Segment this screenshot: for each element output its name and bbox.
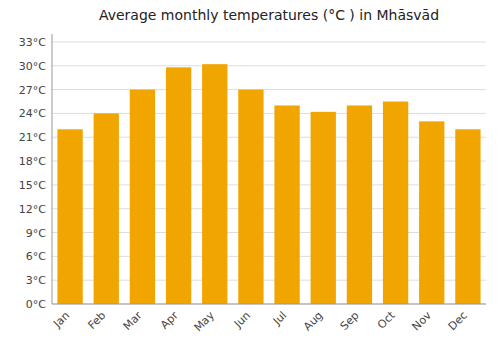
- y-tick-label: 30°C: [19, 60, 46, 73]
- x-tick-label: Aug: [301, 309, 325, 333]
- x-tick-label: Oct: [375, 308, 398, 331]
- y-tick-label: 18°C: [19, 155, 46, 168]
- y-tick-label: 24°C: [19, 107, 46, 120]
- bar: [57, 129, 82, 304]
- x-tick-label: Jun: [231, 309, 253, 331]
- bar: [419, 121, 444, 304]
- x-tick-label: Jul: [270, 309, 289, 328]
- bar: [274, 105, 299, 304]
- chart-container: Average monthly temperatures (°C ) in Mh…: [0, 0, 500, 350]
- y-tick-label: 3°C: [26, 274, 46, 287]
- y-axis-line: [52, 34, 53, 304]
- title: Average monthly temperatures (°C ) in Mh…: [99, 7, 439, 23]
- bar: [347, 105, 372, 304]
- x-tick-label: Dec: [446, 309, 470, 333]
- x-tick-label: Nov: [409, 309, 434, 334]
- grid-line: [52, 41, 486, 42]
- x-axis-line: [52, 304, 486, 305]
- y-tick-label: 21°C: [19, 131, 46, 144]
- bar: [94, 113, 119, 304]
- grid-line: [52, 89, 486, 90]
- grid: [52, 42, 486, 304]
- grid-line: [52, 304, 486, 305]
- x-tick-label: Feb: [85, 309, 108, 332]
- bar: [130, 90, 155, 304]
- x-tick-label: Sep: [338, 309, 362, 333]
- y-tick-label: 15°C: [19, 179, 46, 192]
- y-tick-label: 0°C: [26, 298, 46, 311]
- grid-line: [52, 65, 486, 66]
- x-tick-label: May: [192, 309, 218, 335]
- bar: [311, 112, 336, 304]
- y-tick-label: 6°C: [26, 250, 46, 263]
- y-tick-label: 33°C: [19, 36, 46, 49]
- bar: [455, 129, 480, 304]
- x-tick-label: Mar: [121, 309, 145, 333]
- bar: [383, 102, 408, 305]
- x-tick-label: Apr: [158, 309, 181, 332]
- y-tick-label: 27°C: [19, 84, 46, 97]
- y-tick-label: 9°C: [26, 227, 46, 240]
- bars: [57, 64, 480, 304]
- bar: [166, 67, 191, 304]
- y-tick-label: 12°C: [19, 203, 46, 216]
- bar: [238, 90, 263, 304]
- chart-svg: Average monthly temperatures (°C ) in Mh…: [0, 0, 500, 350]
- bar: [202, 64, 227, 304]
- x-tick-label: Jan: [50, 309, 72, 331]
